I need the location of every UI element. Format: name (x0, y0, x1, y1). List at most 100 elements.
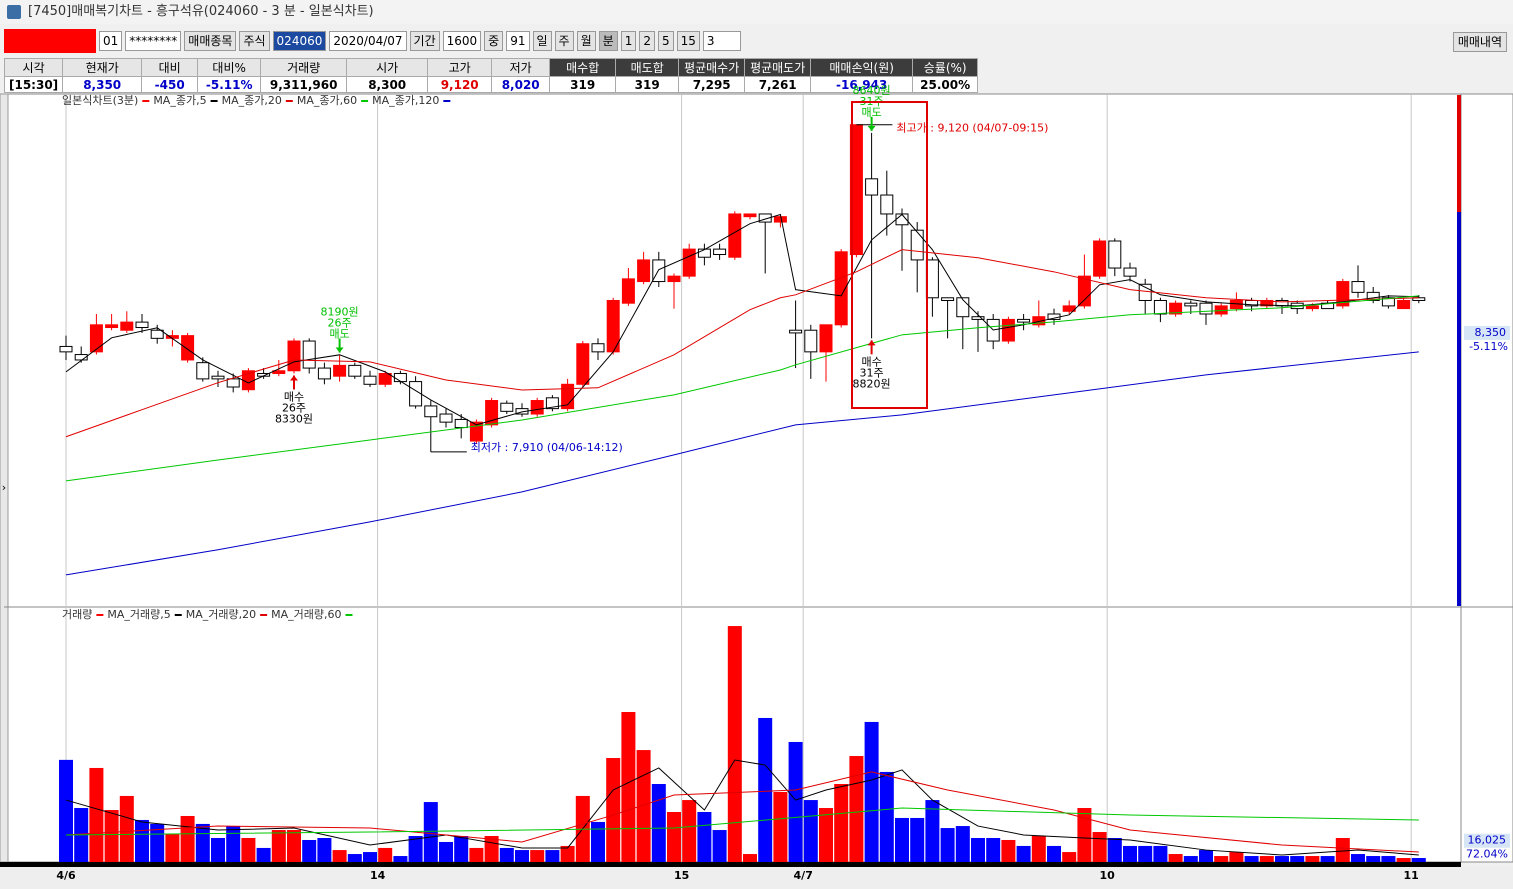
period-input[interactable]: 1600 (442, 31, 482, 51)
volume-bar (560, 845, 575, 862)
x-tick-label: 14 (370, 869, 386, 882)
volume-bar (955, 826, 970, 862)
candle-body (393, 372, 407, 383)
candle-body (1381, 297, 1395, 307)
volume-bar (150, 823, 165, 862)
cell: 9,120 (427, 76, 493, 93)
volume-bar (1077, 808, 1092, 862)
candle-body (880, 194, 894, 215)
minute-button[interactable]: 15 (676, 31, 700, 51)
candle-body (789, 329, 803, 334)
trade-label: 8640원 (853, 84, 891, 97)
minute-combo[interactable]: 3 (702, 31, 741, 51)
period-button[interactable]: 분 (598, 31, 618, 51)
trade-label: 26주 (282, 401, 306, 414)
minute-button[interactable]: 1 (620, 31, 637, 51)
volume-bar (1031, 836, 1046, 862)
date-input[interactable]: 2020/04/07 (329, 31, 407, 51)
account-combo[interactable]: 01 (99, 31, 123, 51)
volume-bar (651, 784, 666, 862)
volume-bar (971, 837, 985, 862)
last-price-box (1464, 833, 1510, 848)
volume-bar (287, 830, 301, 862)
volume-bar (1381, 856, 1396, 862)
volume-bar (515, 850, 529, 862)
period-button[interactable]: 월 (576, 31, 596, 51)
trade-label: 매수 (284, 390, 304, 403)
volume-bar (119, 795, 134, 862)
column-header: 평균매도가 (744, 58, 812, 77)
last-price-box (1464, 325, 1510, 340)
volume-bar (165, 834, 180, 862)
last-price-label: 8,350 (1475, 326, 1507, 339)
legend-swatch (210, 100, 218, 102)
column-header: 고가 (427, 58, 493, 77)
legend-swatch (285, 100, 293, 102)
password[interactable]: ******** (125, 31, 182, 51)
x-axis-strip (0, 867, 1513, 889)
volume-bar (226, 826, 241, 862)
last-change-label: 72.04% (1466, 848, 1508, 861)
button[interactable]: 매매종목 (184, 31, 237, 51)
market-combo[interactable]: 주식 (239, 31, 270, 51)
ma-line (65, 351, 1419, 576)
candle-body (865, 178, 879, 196)
volume-bar (591, 821, 605, 862)
candle-body (941, 297, 955, 301)
volume-bar (1305, 856, 1320, 862)
candle-body (1153, 299, 1167, 315)
trade-label: 매도 (329, 328, 349, 341)
legend-entry: MA_종가,60 (297, 94, 357, 107)
count-input[interactable]: 91 (506, 31, 530, 51)
extreme-label: 최저가 : 7,910 (04/06-14:12) (471, 441, 623, 454)
legend-swatch (345, 614, 353, 616)
volume-bar (986, 837, 1001, 862)
minute-button[interactable]: 2 (639, 31, 655, 51)
candle-body (439, 413, 453, 423)
period-button[interactable]: 주 (554, 31, 574, 51)
volume-bar (849, 756, 864, 862)
candle-body (773, 216, 787, 223)
candle-body (682, 248, 696, 277)
redacted (4, 29, 96, 53)
volume-bar (1153, 845, 1168, 862)
app-header: [7450]매매복기차트 - 흥구석유(024060 - 3 분 - 일본식차트… (0, 0, 1513, 94)
legend-title: 거래량 (62, 608, 92, 621)
toolbar-right: 매매내역 (1452, 32, 1507, 52)
ma-line (65, 249, 1419, 438)
candle-body (925, 259, 939, 299)
volume-bar (606, 758, 621, 862)
candle-body (348, 364, 362, 377)
candle-body (1305, 305, 1319, 310)
column-header: 시가 (346, 58, 429, 77)
trade-label: 31주 (860, 366, 884, 379)
summary-table: 시각 현재가 대비 대비% 거래량 시가 고가 저가 매수합 매도합 평균매수가 평균매도가 매매손익(… (3, 58, 979, 93)
volume-bar (1199, 850, 1213, 862)
candle-body (287, 340, 301, 372)
volume-bar (819, 808, 833, 862)
button[interactable]: 매매내역 (1452, 32, 1507, 52)
candle-body (1108, 240, 1122, 269)
volume-bar (895, 817, 909, 862)
code-input[interactable]: 024060 (272, 31, 327, 51)
minute-button[interactable]: 5 (657, 31, 674, 51)
column-header: 매도합 (615, 58, 680, 77)
volume-bar (1001, 839, 1016, 862)
volume-bar (195, 823, 210, 862)
volume-bar (803, 800, 818, 862)
trade-label: 매도 (861, 106, 881, 119)
candle-body (728, 213, 742, 258)
period-button[interactable]: 일 (532, 31, 552, 51)
label: 중 (484, 31, 504, 51)
volume-bar (1138, 845, 1153, 862)
candle-body (1184, 302, 1198, 307)
x-tick-label: 10 (1100, 869, 1116, 882)
candle-body (59, 345, 73, 353)
title-bar: [7450]매매복기차트 - 흥구석유(024060 - 3 분 - 일본식차트… (0, 0, 1513, 24)
candle-body (956, 297, 970, 318)
volume-bar (712, 830, 727, 862)
legend-entry: MA_종가,5 (153, 94, 206, 107)
volume-bar (180, 815, 195, 862)
candle-body (181, 335, 195, 361)
